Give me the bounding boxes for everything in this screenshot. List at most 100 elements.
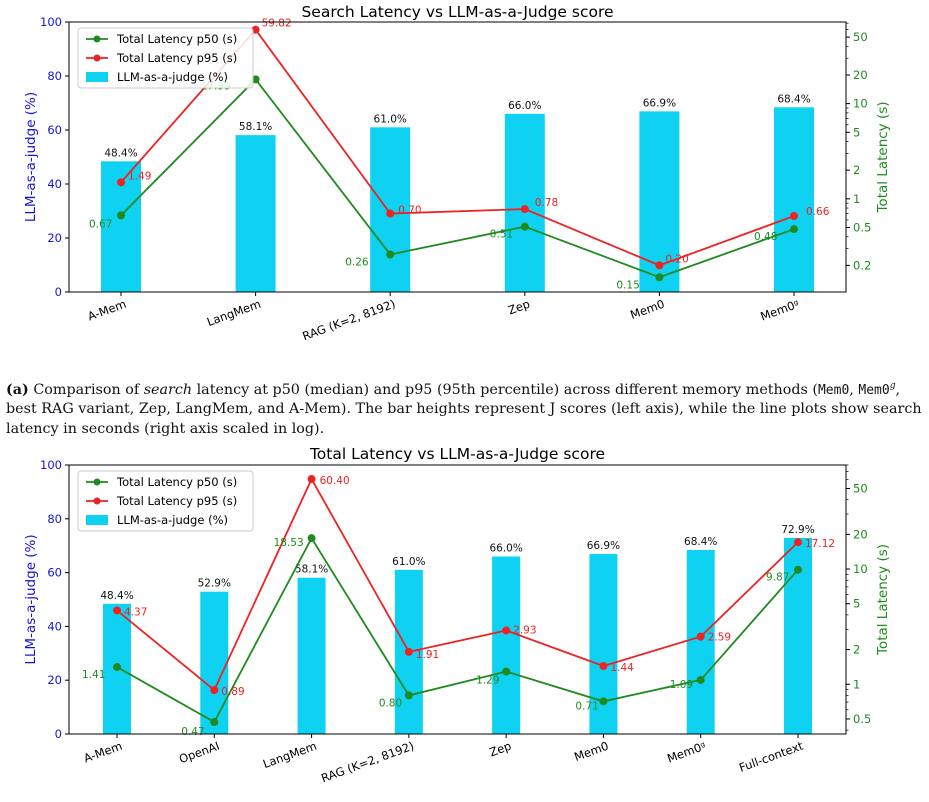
left-tick-label-0: 0: [55, 727, 62, 741]
bar-1: [235, 135, 276, 292]
p50-point-2: [386, 250, 395, 259]
p95-label-7: 17.12: [805, 538, 835, 550]
p50-label-3: 0.51: [490, 229, 513, 241]
p50-point-1: [251, 75, 260, 84]
left-tick-label-2: 40: [47, 177, 62, 191]
x-tick-label-3: RAG (K=2, 8192): [319, 739, 416, 786]
p50-point-0: [117, 211, 125, 220]
p95-point-1: [210, 686, 219, 695]
p50-point-3: [404, 691, 413, 700]
p95-label-3: 0.78: [535, 197, 558, 209]
left-tick-label-4: 80: [47, 512, 62, 526]
right-tick-label-6: 50: [853, 482, 868, 496]
legend-entry-1: Total Latency p95 (s): [116, 494, 237, 508]
p95-point-5: [599, 662, 608, 671]
x-tick-label-2: RAG (K=2, 8192): [301, 297, 398, 344]
legend-p50-marker: [93, 478, 101, 486]
legend-box: [77, 470, 254, 532]
p95-point-4: [502, 626, 511, 635]
p95-point-3: [404, 647, 413, 656]
p95-label-2: 0.70: [398, 205, 421, 217]
bar-4: [492, 556, 521, 734]
legend-p95-marker: [93, 497, 101, 505]
right-tick-label-1: 1: [853, 677, 860, 691]
right-tick-label-6: 20: [853, 68, 868, 82]
x-tick-label-0: A-Mem: [86, 297, 128, 324]
legend-bar-swatch: [86, 515, 108, 525]
p50-point-5: [599, 697, 608, 706]
bar-label-7: 72.9%: [781, 524, 814, 536]
bar-label-2: 61.0%: [374, 113, 407, 125]
p50-point-1: [210, 718, 219, 727]
right-tick-label-3: 5: [853, 597, 860, 611]
p50-label-0: 1.41: [82, 669, 105, 681]
bar-label-4: 66.9%: [643, 97, 676, 109]
plot-frame: [68, 21, 847, 293]
right-tick-label-1: 0.5: [853, 220, 871, 234]
caption-text-2: latency at p50 (median) and p95 (95th pe…: [196, 381, 818, 398]
bar-label-0: 48.4%: [100, 590, 133, 602]
caption-text-1: Comparison of: [33, 381, 140, 398]
p50-label-5: 0.71: [575, 700, 598, 712]
total-latency-chart: Total Latency vs LLM-as-a-Judge score 48.…: [23, 445, 891, 786]
caption-text-3: , best RAG variant, Zep, LangMem, and A-…: [6, 381, 922, 437]
legend-entry-0: Total Latency p50 (s): [116, 32, 237, 46]
p50-label-4: 1.29: [476, 675, 499, 687]
caption-emphasis: search: [143, 381, 193, 398]
x-tick-label-5: Mem0: [572, 739, 610, 764]
bar-label-5: 68.4%: [777, 93, 810, 105]
chart-title: Search Latency vs LLM-as-a-Judge score: [301, 3, 613, 21]
left-tick-label-2: 40: [47, 619, 62, 633]
bar-2: [297, 577, 326, 734]
p95-label-4: 2.93: [513, 624, 536, 636]
left-tick-label-5: 100: [40, 458, 62, 472]
x-tick-label-6: Mem0ᵍ: [665, 739, 708, 766]
p95-point-6: [696, 632, 705, 641]
left-tick-label-1: 20: [47, 673, 62, 687]
plot-frame: [68, 464, 847, 735]
p50-point-5: [790, 225, 798, 234]
p50-point-2: [307, 534, 316, 543]
bar-label-0: 48.4%: [104, 147, 137, 159]
p95-point-4: [655, 261, 664, 270]
x-tick-label-2: LangMem: [261, 739, 319, 771]
x-tick-label-4: Mem0: [628, 297, 666, 322]
bar-5: [774, 107, 814, 292]
p95-label-2: 60.40: [320, 475, 350, 487]
p95-label-5: 1.44: [610, 662, 634, 674]
p95-line: [116, 477, 799, 692]
p95-label-4: 0.20: [665, 253, 688, 265]
legend-p50-marker: [93, 35, 101, 43]
left-tick-label-5: 100: [40, 15, 62, 29]
right-tick-label-3: 2: [853, 163, 860, 177]
left-tick-label-3: 60: [47, 123, 62, 137]
p95-point-0: [117, 178, 125, 187]
p50-label-6: 1.09: [670, 679, 693, 691]
y-axis-label: LLM-as-a-judge (%): [23, 534, 39, 664]
right-tick-label-4: 5: [853, 125, 860, 139]
bar-3: [504, 113, 545, 292]
p50-label-4: 0.15: [616, 279, 639, 291]
p95-point-0: [113, 606, 121, 615]
x-tick-label-3: Zep: [506, 297, 532, 318]
bar-label-3: 61.0%: [392, 556, 425, 568]
right-tick-label-2: 2: [853, 643, 860, 657]
right-tick-label-0: 0.5: [853, 712, 871, 726]
x-tick-label-0: A-Mem: [82, 739, 124, 766]
legend-entry-2: LLM-as-a-judge (%): [117, 513, 228, 527]
p50-label-0: 0.67: [89, 218, 112, 230]
p50-label-5: 0.48: [754, 231, 777, 243]
legend-bar-swatch: [86, 72, 108, 82]
caption-sep: ,: [849, 381, 859, 398]
x-tick-label-1: LangMem: [205, 297, 263, 329]
p50-point-4: [655, 273, 664, 282]
legend-entry-2: LLM-as-a-judge (%): [117, 70, 228, 84]
p50-point-3: [520, 222, 529, 231]
legend-p95-marker: [93, 54, 101, 62]
p95-point-2: [307, 475, 316, 484]
left-tick-label-4: 80: [47, 69, 62, 83]
caption-mem0g: Mem0: [858, 382, 890, 398]
bar-label-1: 52.9%: [198, 578, 231, 590]
p95-point-1: [251, 25, 260, 34]
right-tick-label-2: 1: [853, 192, 860, 206]
